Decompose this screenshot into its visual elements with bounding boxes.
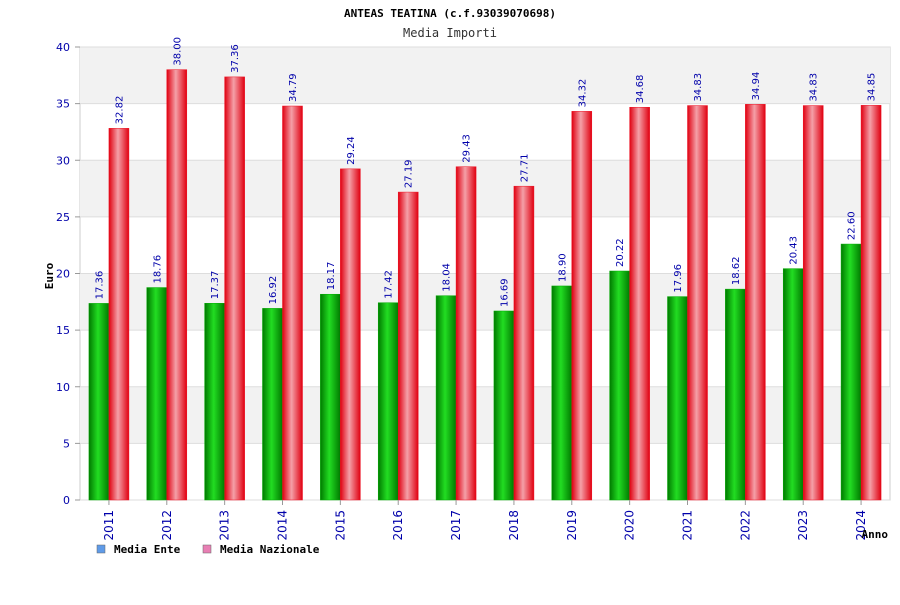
bar-media-nazionale-2013 [224, 76, 245, 501]
y-tick-label: 30 [56, 154, 70, 167]
bar-value-label: 18.76 [152, 255, 163, 284]
x-tick-label: 2019 [565, 510, 579, 541]
bar-value-label: 34.32 [577, 79, 588, 108]
bar-media-ente-2018 [493, 310, 515, 501]
legend-swatch-media-ente [96, 544, 106, 554]
bar-media-nazionale-2016 [397, 191, 419, 501]
bar-value-label: 16.69 [499, 278, 510, 307]
x-tick-label: 2024 [854, 510, 868, 541]
bar-media-ente-2021 [667, 296, 688, 501]
bar-media-ente-2020 [609, 270, 630, 501]
bar-media-nazionale-2018 [513, 185, 535, 501]
chart-subtitle: Media Importi [403, 26, 497, 40]
bar-media-nazionale-2014 [282, 105, 303, 501]
bar-value-label: 27.19 [404, 159, 415, 188]
bar-value-label: 29.43 [462, 134, 473, 163]
x-tick-label: 2013 [218, 510, 232, 541]
bar-media-nazionale-2011 [108, 128, 130, 501]
bar-value-label: 34.83 [693, 73, 704, 102]
grid-band [80, 386, 890, 444]
bar-value-label: 17.42 [384, 270, 395, 299]
bar-value-label: 37.36 [230, 44, 241, 73]
chart-title: ANTEAS TEATINA (c.f.93039070698) [344, 7, 556, 20]
legend-label-media-nazionale: Media Nazionale [220, 543, 320, 556]
x-tick-label: 2011 [102, 510, 116, 541]
bar-media-ente-2015 [320, 293, 341, 501]
legend-swatch-media-nazionale [202, 544, 212, 554]
bar-value-label: 34.83 [809, 73, 820, 102]
bar-media-ente-2023 [782, 268, 804, 501]
bar-value-label: 17.36 [94, 271, 105, 300]
bar-value-label: 18.04 [442, 263, 453, 292]
x-tick-label: 2012 [160, 510, 174, 541]
bar-value-label: 18.62 [731, 256, 742, 285]
x-tick-label: 2022 [738, 510, 752, 541]
y-axis-ticks: 0 5 10 15 20 25 30 35 40 [56, 41, 80, 507]
bar-media-nazionale-2022 [745, 104, 766, 501]
bar-media-nazionale-2023 [802, 105, 824, 501]
bar-media-nazionale-2021 [687, 105, 708, 501]
bar-media-ente-2022 [725, 288, 746, 501]
x-tick-label: 2018 [507, 510, 521, 541]
x-tick-label: 2021 [681, 510, 695, 541]
y-tick-label: 10 [56, 381, 70, 394]
x-axis-label: Anno [862, 528, 889, 541]
bar-value-label: 38.00 [172, 37, 183, 66]
x-tick-label: 2020 [623, 510, 637, 541]
x-axis-ticks: 2011 2012 2013 2014 2015 2016 2017 2018 2019 2020… [102, 500, 868, 541]
grid-band [80, 47, 890, 104]
legend-label-media-ente: Media Ente [114, 543, 181, 556]
x-tick-label: 2023 [796, 510, 810, 541]
bar-value-label: 16.92 [268, 276, 279, 305]
y-tick-label: 40 [56, 41, 70, 54]
bar-media-ente-2012 [146, 287, 168, 501]
bar-media-nazionale-2012 [166, 69, 188, 501]
bar-media-ente-2014 [262, 308, 283, 501]
bar-value-label: 20.22 [615, 238, 626, 267]
bar-value-label: 18.17 [326, 262, 337, 291]
y-tick-label: 0 [63, 494, 70, 507]
bar-media-nazionale-2015 [340, 168, 361, 501]
bar-labels: 17.36 32.82 18.76 38.00 17.37 37.36 16.92 34.79… [94, 37, 877, 307]
x-tick-label: 2014 [276, 510, 290, 541]
y-tick-label: 15 [56, 324, 70, 337]
bar-media-ente-2019 [551, 285, 573, 501]
bar-media-ente-2011 [88, 303, 110, 501]
bar-value-label: 22.60 [847, 211, 858, 240]
bar-media-nazionale-2017 [455, 166, 477, 501]
x-tick-label: 2017 [449, 510, 463, 541]
bar-media-nazionale-2024 [860, 105, 882, 501]
bar-media-ente-2013 [204, 303, 225, 501]
y-axis-label: Euro [43, 262, 56, 289]
bar-media-nazionale-2019 [571, 111, 593, 501]
bar-value-label: 18.90 [557, 253, 568, 282]
bar-value-label: 34.68 [635, 75, 646, 104]
bar-value-label: 32.82 [114, 96, 125, 125]
bar-media-ente-2016 [377, 302, 399, 501]
bar-value-label: 34.79 [288, 73, 299, 102]
bar-value-label: 34.94 [751, 72, 762, 101]
y-tick-label: 25 [56, 211, 70, 224]
bar-media-ente-2017 [435, 295, 457, 501]
bar-value-label: 27.71 [519, 154, 530, 183]
y-tick-label: 35 [56, 98, 70, 111]
bar-value-label: 17.96 [673, 264, 684, 293]
bars [88, 69, 882, 501]
y-tick-label: 5 [63, 437, 70, 450]
y-tick-label: 20 [56, 268, 70, 281]
x-tick-label: 2015 [333, 510, 347, 541]
bar-value-label: 20.43 [789, 236, 800, 265]
x-tick-label: 2016 [391, 510, 405, 541]
grid-band [80, 160, 890, 217]
bar-media-nazionale-2020 [629, 106, 650, 501]
grid-band [80, 273, 890, 331]
legend: Media Ente Media Nazionale [96, 543, 320, 556]
bar-media-ente-2024 [840, 243, 862, 501]
bar-value-label: 29.24 [346, 136, 357, 165]
bar-value-label: 17.37 [210, 271, 221, 300]
bar-value-label: 34.85 [867, 73, 878, 102]
